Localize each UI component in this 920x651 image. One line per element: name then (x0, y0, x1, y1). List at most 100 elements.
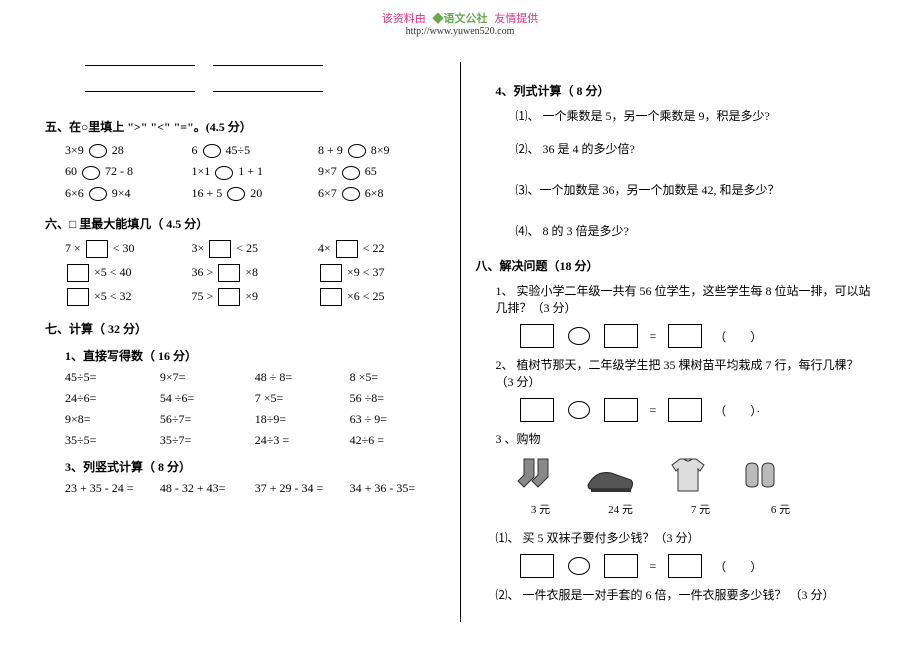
section-4-title: 4、列式计算（ 8 分） (496, 82, 876, 99)
compare-cell: 8 + 9 8×9 (318, 143, 445, 158)
price-row: 3 元 24 元 7 元 6 元 (516, 501, 876, 517)
box-blank (604, 554, 638, 578)
q8-3-label: 3 、购物 (496, 430, 876, 447)
paren: （ ）· (714, 402, 760, 419)
circle-blank (342, 187, 360, 201)
box-blank (218, 288, 240, 306)
compare-row: 6×6 9×4 16 + 5 20 6×7 6×8 (65, 186, 445, 201)
circle-blank (568, 327, 590, 345)
box-blank (520, 554, 554, 578)
section-7-1-title: 1、直接写得数（ 16 分） (65, 347, 445, 364)
price-gloves: 6 元 (756, 501, 806, 517)
circle-blank (203, 144, 221, 158)
calc-cell: 42÷6 = (350, 433, 445, 448)
box-blank (520, 398, 554, 422)
vertical-cell: 23 + 35 - 24 = (65, 481, 160, 496)
fill-cell: 7 × < 30 (65, 240, 192, 258)
sweater-icon (666, 455, 710, 497)
fill-cell: 75 > ×9 (192, 288, 319, 306)
calc-cell: 63 ÷ 9= (350, 412, 445, 427)
circle-blank (348, 144, 366, 158)
compare-cell: 60 72 - 8 (65, 164, 192, 179)
section-7-3-title: 3、列竖式计算（ 8 分） (65, 458, 445, 475)
paren: （ ） (714, 558, 762, 575)
page-header: 该资料由 ◆语文公社 友情提供 http://www.yuwen520.com (0, 0, 920, 42)
calc-cell: 56 ÷8= (350, 391, 445, 406)
fill-cell: 3× < 25 (192, 240, 319, 258)
compare-cell: 3×9 28 (65, 143, 192, 158)
calc-cell: 7 ×5= (255, 391, 350, 406)
calc-cell: 48 ÷ 8= (255, 370, 350, 385)
q8-1: 1、 实验小学二年级一共有 56 位学生，这些学生每 8 位站一排，可以站几排？… (496, 282, 876, 316)
compare-cell: 1×1 1 + 1 (192, 164, 319, 179)
q4-3: ⑶、一个加数是 36，另一个加数是 42, 和是多少？ (516, 181, 876, 198)
calc-row: 45÷5= 9×7= 48 ÷ 8= 8 ×5= (65, 370, 445, 385)
vertical-cell: 34 + 36 - 35= (350, 481, 445, 496)
calc-cell: 24÷3 = (255, 433, 350, 448)
answer-line: = （ ）· (516, 398, 876, 422)
blank-line (85, 78, 195, 92)
circle-blank (227, 187, 245, 201)
calc-cell: 35÷7= (160, 433, 255, 448)
vertical-row: 23 + 35 - 24 = 48 - 32 + 43= 37 + 29 - 3… (65, 481, 445, 496)
circle-blank (89, 144, 107, 158)
compare-cell: 9×7 65 (318, 164, 445, 179)
equals: = (650, 559, 657, 574)
equals: = (650, 329, 657, 344)
answer-line: = （ ） (516, 554, 876, 578)
q8-3-2: ⑵、 一件衣服是一对手套的 6 倍，一件衣服要多少钱？ （3 分） (496, 586, 876, 603)
box-blank (668, 324, 702, 348)
calc-cell: 45÷5= (65, 370, 160, 385)
q8-2: 2、 植树节那天，二年级学生把 35 棵树苗平均栽成 7 行，每行几棵？ （3 … (496, 356, 876, 390)
calc-cell: 54 ÷6= (160, 391, 255, 406)
compare-cell: 6×6 9×4 (65, 186, 192, 201)
fill-cell: ×9 < 37 (318, 264, 445, 282)
calc-cell: 18÷9= (255, 412, 350, 427)
vertical-cell: 37 + 29 - 34 = (255, 481, 350, 496)
fill-cell: 36 > ×8 (192, 264, 319, 282)
vertical-cell: 48 - 32 + 43= (160, 481, 255, 496)
section-7-title: 七、计算（ 32 分） (45, 320, 445, 337)
calc-cell: 35÷5= (65, 433, 160, 448)
shoes-icon (586, 465, 636, 497)
q8-3-1: ⑴、 买 5 双袜子要付多少钱？（3 分） (496, 529, 876, 546)
box-blank (86, 240, 108, 258)
fill-row: ×5 < 40 36 > ×8 ×9 < 37 (65, 264, 445, 282)
provide-label: 友情提供 (494, 13, 538, 25)
logo-text: ◆语文公社 (433, 13, 488, 25)
compare-cell: 6×7 6×8 (318, 186, 445, 201)
box-blank (668, 554, 702, 578)
circle-blank (342, 166, 360, 180)
fill-row: 7 × < 30 3× < 25 4× < 22 (65, 240, 445, 258)
box-blank (604, 324, 638, 348)
compare-row: 60 72 - 8 1×1 1 + 1 9×7 65 (65, 164, 445, 179)
box-blank (209, 240, 231, 258)
calc-cell: 9×7= (160, 370, 255, 385)
blank-line (213, 52, 323, 66)
section-8-title: 八、解决问题（18 分） (476, 257, 876, 274)
q4-4: ⑷、 8 的 3 倍是多少? (516, 222, 876, 239)
calc-cell: 9×8= (65, 412, 160, 427)
circle-blank (568, 401, 590, 419)
fill-cell: ×5 < 40 (65, 264, 192, 282)
section-6-title: 六、□ 里最大能填几（ 4.5 分） (45, 215, 445, 232)
fill-cell: 4× < 22 (318, 240, 445, 258)
blank-line (85, 52, 195, 66)
header-credit: 该资料由 ◆语文公社 友情提供 (0, 10, 920, 26)
blank-lines-1 (85, 52, 445, 78)
price-shoes: 24 元 (596, 501, 646, 517)
shop-items (516, 455, 876, 497)
source-label: 该资料由 (382, 13, 426, 25)
blank-lines-2 (85, 78, 445, 104)
box-blank (320, 288, 342, 306)
circle-blank (82, 166, 100, 180)
box-blank (520, 324, 554, 348)
price-sweater: 7 元 (676, 501, 726, 517)
socks-icon (516, 457, 556, 497)
equals: = (650, 403, 657, 418)
section-5-title: 五、在○里填上 ">" "<" "="。(4.5 分） (45, 118, 445, 135)
circle-blank (568, 557, 590, 575)
right-column: 4、列式计算（ 8 分） ⑴、 一个乘数是 5，另一个乘数是 9，积是多少? ⑵… (461, 42, 891, 637)
answer-line: = （ ） (516, 324, 876, 348)
box-blank (336, 240, 358, 258)
